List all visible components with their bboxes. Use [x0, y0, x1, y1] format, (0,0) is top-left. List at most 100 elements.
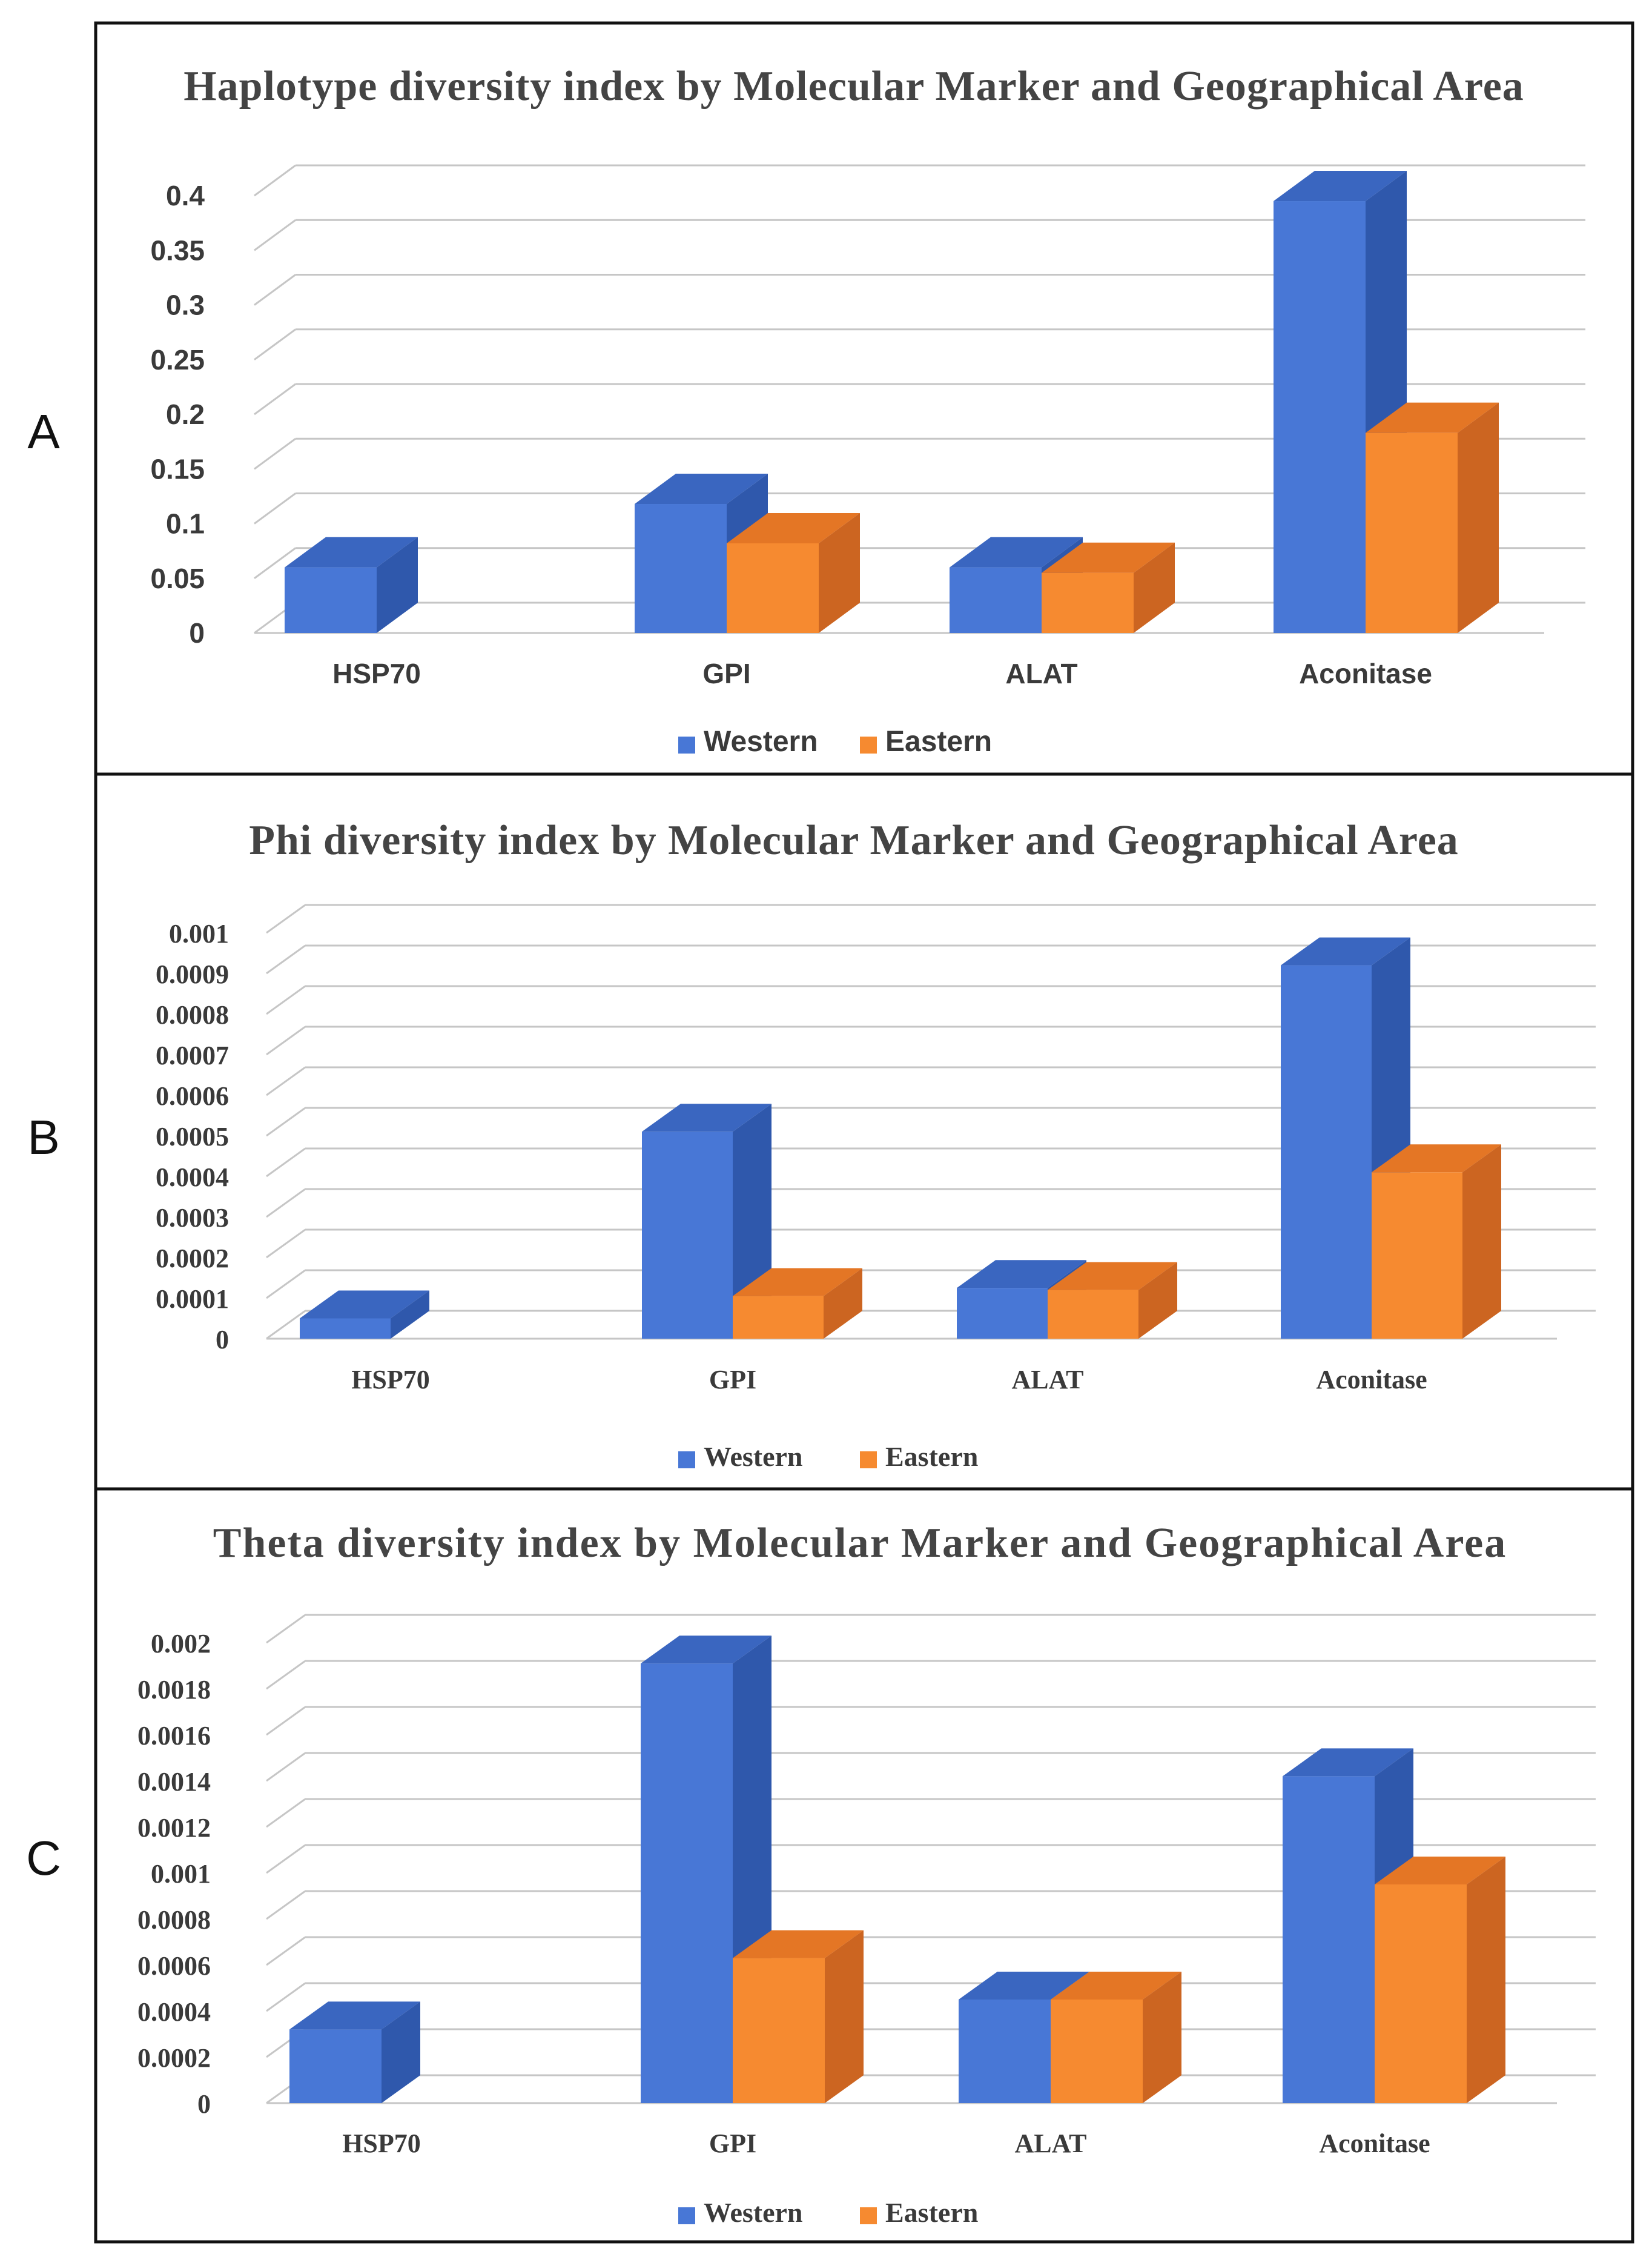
legend-swatch-western — [678, 2207, 695, 2224]
gridline-diagonal — [266, 1890, 306, 1920]
y-tick-label: 0.0009 — [156, 959, 229, 989]
panel-label-a: A — [27, 405, 60, 459]
gridline-diagonal — [266, 1026, 306, 1056]
bar-western-top — [289, 2001, 420, 2030]
legend-label-eastern: Eastern — [885, 2197, 978, 2228]
bar-eastern-front — [733, 1296, 824, 1339]
panel-label-c: C — [26, 1831, 61, 1885]
bar-eastern-front — [1048, 1290, 1138, 1339]
bar-eastern-front — [727, 543, 819, 633]
gridline-diagonal — [266, 985, 306, 1015]
legend-label-western: Western — [704, 1441, 803, 1472]
gridline-diagonal — [254, 547, 296, 579]
gridline-diagonal — [254, 164, 296, 197]
y-tick-label: 0.15 — [150, 453, 205, 485]
y-tick-label: 0 — [216, 1325, 229, 1354]
gridline-diagonal — [254, 383, 296, 416]
panel-label-b: B — [27, 1110, 59, 1164]
bar-western-side — [382, 2001, 420, 2103]
bar-eastern-side — [1143, 1972, 1181, 2103]
bar-western-side — [377, 537, 418, 633]
bar-western-top — [300, 1290, 429, 1319]
gridline-diagonal — [266, 1066, 306, 1096]
bar-eastern-front — [1051, 2000, 1143, 2103]
y-tick-label: 0.4 — [166, 180, 205, 211]
gridline-diagonal — [254, 438, 296, 470]
x-category-label: GPI — [709, 2129, 756, 2158]
y-tick-label: 0.0014 — [137, 1767, 211, 1797]
gridline-diagonal — [254, 274, 296, 306]
y-tick-label: 0.1 — [166, 508, 205, 540]
y-tick-label: 0.0012 — [137, 1813, 211, 1843]
bar-eastern-side — [1467, 1857, 1505, 2103]
bar-eastern-top — [1366, 402, 1499, 433]
bar-western-front — [1283, 1776, 1375, 2103]
gridline-diagonal — [254, 219, 296, 251]
bar-eastern-top — [727, 512, 860, 543]
x-category-label: HSP70 — [332, 658, 421, 689]
y-tick-label: 0.0002 — [137, 2043, 211, 2073]
bar-western-top — [950, 537, 1083, 568]
bar-western-front — [641, 1663, 733, 2103]
gridline-diagonal — [266, 904, 306, 934]
bar-eastern-front — [733, 1958, 825, 2103]
legend-label-western: Western — [704, 726, 818, 758]
gridline-diagonal — [266, 1188, 306, 1218]
bar-western-top — [1283, 1748, 1413, 1777]
bar-eastern-front — [1042, 572, 1134, 633]
gridline-diagonal — [266, 1614, 306, 1644]
x-category-label: HSP70 — [351, 1365, 430, 1394]
chart-c-title: Theta diversity index by Molecular Marke… — [213, 1520, 1507, 1566]
x-category-label: ALAT — [1005, 658, 1077, 689]
gridline-diagonal — [266, 1752, 306, 1782]
legend: Western Eastern — [678, 726, 992, 758]
bar-eastern-top — [1375, 1857, 1505, 1884]
bar-western-top — [959, 1972, 1089, 2000]
bar-western-top — [635, 474, 768, 505]
legend-label-eastern: Eastern — [885, 1441, 978, 1472]
y-tick-label: 0.0007 — [156, 1041, 229, 1070]
gridline-diagonal — [266, 1982, 306, 2012]
bar-eastern-side — [1458, 402, 1499, 633]
bar-eastern-front — [1375, 1884, 1467, 2103]
y-tick-label: 0.3 — [166, 290, 205, 321]
y-tick-label: 0.0004 — [137, 1997, 211, 2027]
y-tick-label: 0.0004 — [156, 1162, 229, 1192]
legend-swatch-western — [678, 1451, 695, 1468]
y-tick-label: 0.35 — [150, 234, 205, 266]
chart-a-title: Haplotype diversity index by Molecular M… — [183, 63, 1524, 110]
bar-eastern-side — [1462, 1144, 1501, 1339]
y-tick-label: 0.0016 — [137, 1721, 211, 1751]
y-tick-label: 0.05 — [150, 563, 205, 594]
y-tick-label: 0.0002 — [156, 1244, 229, 1273]
bar-western-top — [1281, 937, 1410, 966]
y-tick-label: 0.2 — [166, 399, 205, 430]
bar-western-top — [957, 1260, 1086, 1288]
y-tick-label: 0.0006 — [137, 1951, 211, 1981]
gridline-diagonal — [266, 1107, 306, 1137]
y-tick-label: 0.0005 — [156, 1122, 229, 1152]
bar-western-top — [1274, 171, 1407, 202]
y-tick-label: 0.0008 — [156, 1000, 229, 1030]
bar-western-front — [289, 2029, 382, 2103]
legend: Western Eastern — [678, 2197, 978, 2228]
x-category-label: Aconitase — [1319, 2129, 1430, 2158]
bar-western-top — [285, 537, 418, 568]
y-tick-label: 0 — [189, 617, 205, 649]
chart-a-plot: 0 0.05 0.1 0.15 0.2 0.25 0.3 0.35 0.4 HSP70 GPI ALA… — [150, 164, 1585, 758]
chart-c-plot: 0 0.0002 0.0004 0.0006 0.0008 0.001 0.0012 0.00… — [137, 1614, 1596, 2228]
bar-western-front — [957, 1288, 1048, 1339]
bar-western-front — [959, 2000, 1051, 2103]
y-tick-label: 0.25 — [150, 344, 205, 376]
panel-c-frame — [94, 1487, 1634, 2244]
x-category-label: ALAT — [1012, 1365, 1084, 1394]
legend-label-western: Western — [704, 2197, 803, 2228]
gridline-diagonal — [266, 1147, 306, 1178]
gridline-diagonal — [254, 328, 296, 360]
x-category-label: ALAT — [1015, 2129, 1087, 2158]
gridline-diagonal — [266, 1228, 306, 1259]
bar-western-front — [1274, 201, 1366, 633]
gridline-diagonal — [266, 1310, 306, 1340]
legend-label-eastern: Eastern — [885, 726, 992, 758]
